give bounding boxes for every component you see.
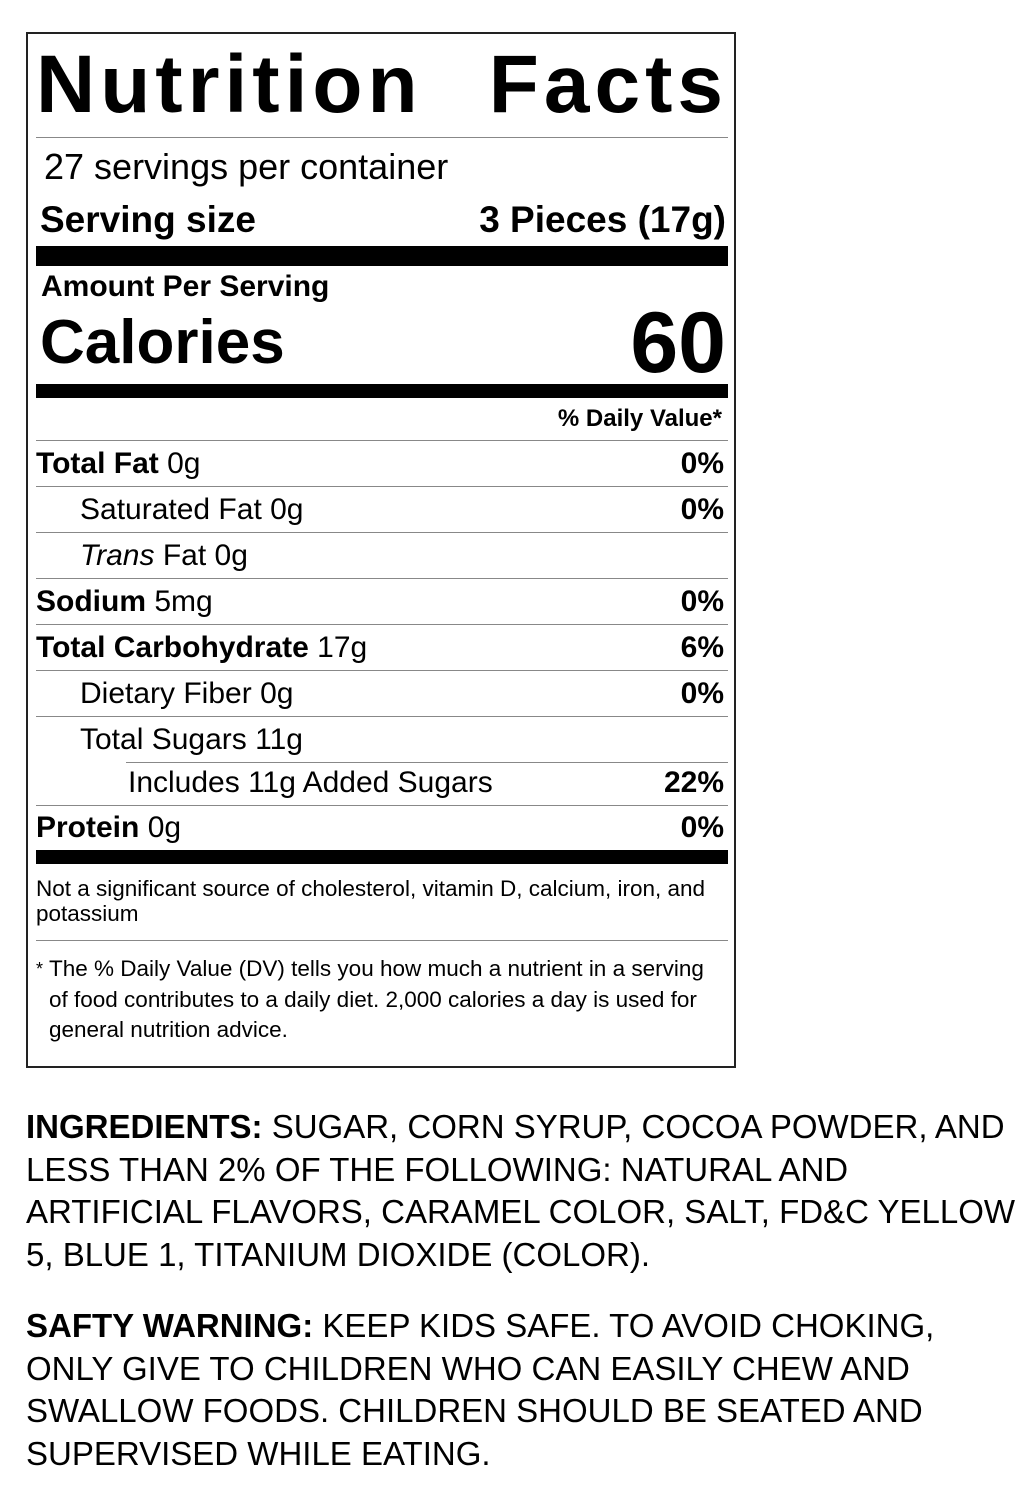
title-word: Nutrition	[36, 39, 423, 130]
nutrient-row-protein: Protein 0g 0%	[36, 805, 724, 851]
warning-heading: SAFTY WARNING:	[26, 1307, 314, 1344]
footnote-star: *	[36, 959, 44, 979]
nutrient-name: Total Carbohydrate	[36, 631, 309, 664]
ingredients: INGREDIENTS: SUGAR, CORN SYRUP, COCOA PO…	[26, 1106, 1016, 1276]
servings-per-container: 27 servings per container	[44, 146, 449, 187]
nutrient-dv: 0%	[680, 493, 724, 526]
title-word: Facts	[488, 39, 728, 130]
nutrient-row-sodium: Sodium 5mg 0%	[36, 579, 724, 625]
thick-divider	[36, 850, 728, 864]
nutrient-dv: 22%	[663, 766, 724, 799]
thick-divider	[36, 246, 728, 266]
amount-per-serving: Amount Per Serving	[41, 270, 330, 303]
divider	[36, 670, 728, 671]
divider	[36, 532, 728, 533]
nutrition-facts-panel	[26, 32, 736, 1068]
serving-size-value: 3 Pieces (17g)	[479, 199, 726, 240]
nutrient-row-total-sugars: Total Sugars 11g	[36, 717, 724, 763]
nutrient-row-added-sugars: Includes 11g Added Sugars 22%	[36, 760, 724, 806]
nutrient-dv: 6%	[680, 631, 724, 664]
thick-divider	[36, 384, 728, 398]
nutrient-name: Includes 11g Added Sugars	[128, 766, 493, 799]
nutrient-row-total-fat: Total Fat 0g 0%	[36, 441, 724, 487]
nutrient-name: Total Fat	[36, 447, 159, 480]
nutrient-amount: 5mg	[154, 585, 213, 618]
serving-size: Serving size 3 Pieces (17g)	[40, 198, 726, 242]
ingredients-heading: INGREDIENTS:	[26, 1108, 263, 1145]
nutrient-row-total-carbohydrate: Total Carbohydrate 17g 6%	[36, 625, 724, 671]
nutrient-name: Total Sugars	[80, 723, 247, 756]
nutrient-name: Sodium	[36, 585, 146, 618]
nutrient-amount: 0g	[270, 493, 304, 526]
divider	[36, 716, 728, 717]
nutrient-amount: 0g	[167, 447, 201, 480]
daily-value-header: % Daily Value*	[557, 405, 722, 432]
nutrient-dv: 0%	[680, 447, 724, 480]
divider	[36, 805, 728, 806]
nutrient-amount: 0g	[214, 539, 248, 572]
divider	[36, 940, 728, 941]
nutrient-dv: 0%	[680, 585, 724, 618]
not-significant-note: Not a significant source of cholesterol,…	[36, 876, 706, 926]
nutrient-dv: 0%	[680, 677, 724, 710]
divider	[36, 624, 728, 625]
calories-row: Calories 60	[40, 295, 726, 391]
nutrient-amount: 11g	[255, 723, 303, 756]
divider	[126, 762, 728, 763]
nutrient-amount: 0g	[147, 811, 182, 844]
footnote-text: The % Daily Value (DV) tells you how muc…	[49, 956, 704, 1042]
calories-label: Calories	[40, 308, 285, 377]
nutrient-row-dietary-fiber: Dietary Fiber 0g 0%	[36, 671, 724, 717]
nutrient-name: Fat	[162, 539, 207, 572]
nutrient-name: Saturated Fat	[80, 493, 262, 526]
nutrient-row-saturated-fat: Saturated Fat 0g 0%	[36, 487, 724, 533]
calories-value: 60	[630, 295, 726, 391]
serving-size-label: Serving size	[40, 199, 256, 240]
nutrient-name-italic: Trans	[80, 539, 155, 572]
divider	[36, 486, 728, 487]
nutrient-row-trans-fat: Trans Fat 0g	[36, 533, 724, 579]
nutrient-amount: 0g	[260, 677, 294, 710]
daily-value-footnote: * The % Daily Value (DV) tells you how m…	[36, 954, 716, 1046]
divider	[36, 578, 728, 579]
nutrition-facts-title: Nutrition Facts	[36, 40, 728, 130]
nutrient-name: Protein	[36, 811, 140, 844]
nutrient-name: Dietary Fiber	[80, 677, 252, 710]
safety-warning: SAFTY WARNING: KEEP KIDS SAFE. TO AVOID …	[26, 1305, 1016, 1475]
divider	[36, 137, 728, 138]
nutrient-dv: 0%	[680, 811, 724, 844]
warning-text: KEEP KIDS SAFE. TO AVOID CHOKING, ONLY G…	[26, 1307, 935, 1472]
divider	[36, 440, 728, 441]
nutrient-amount: 17g	[317, 631, 368, 664]
ingredients-text: SUGAR, CORN SYRUP, COCOA POWDER, AND LES…	[26, 1108, 1016, 1273]
